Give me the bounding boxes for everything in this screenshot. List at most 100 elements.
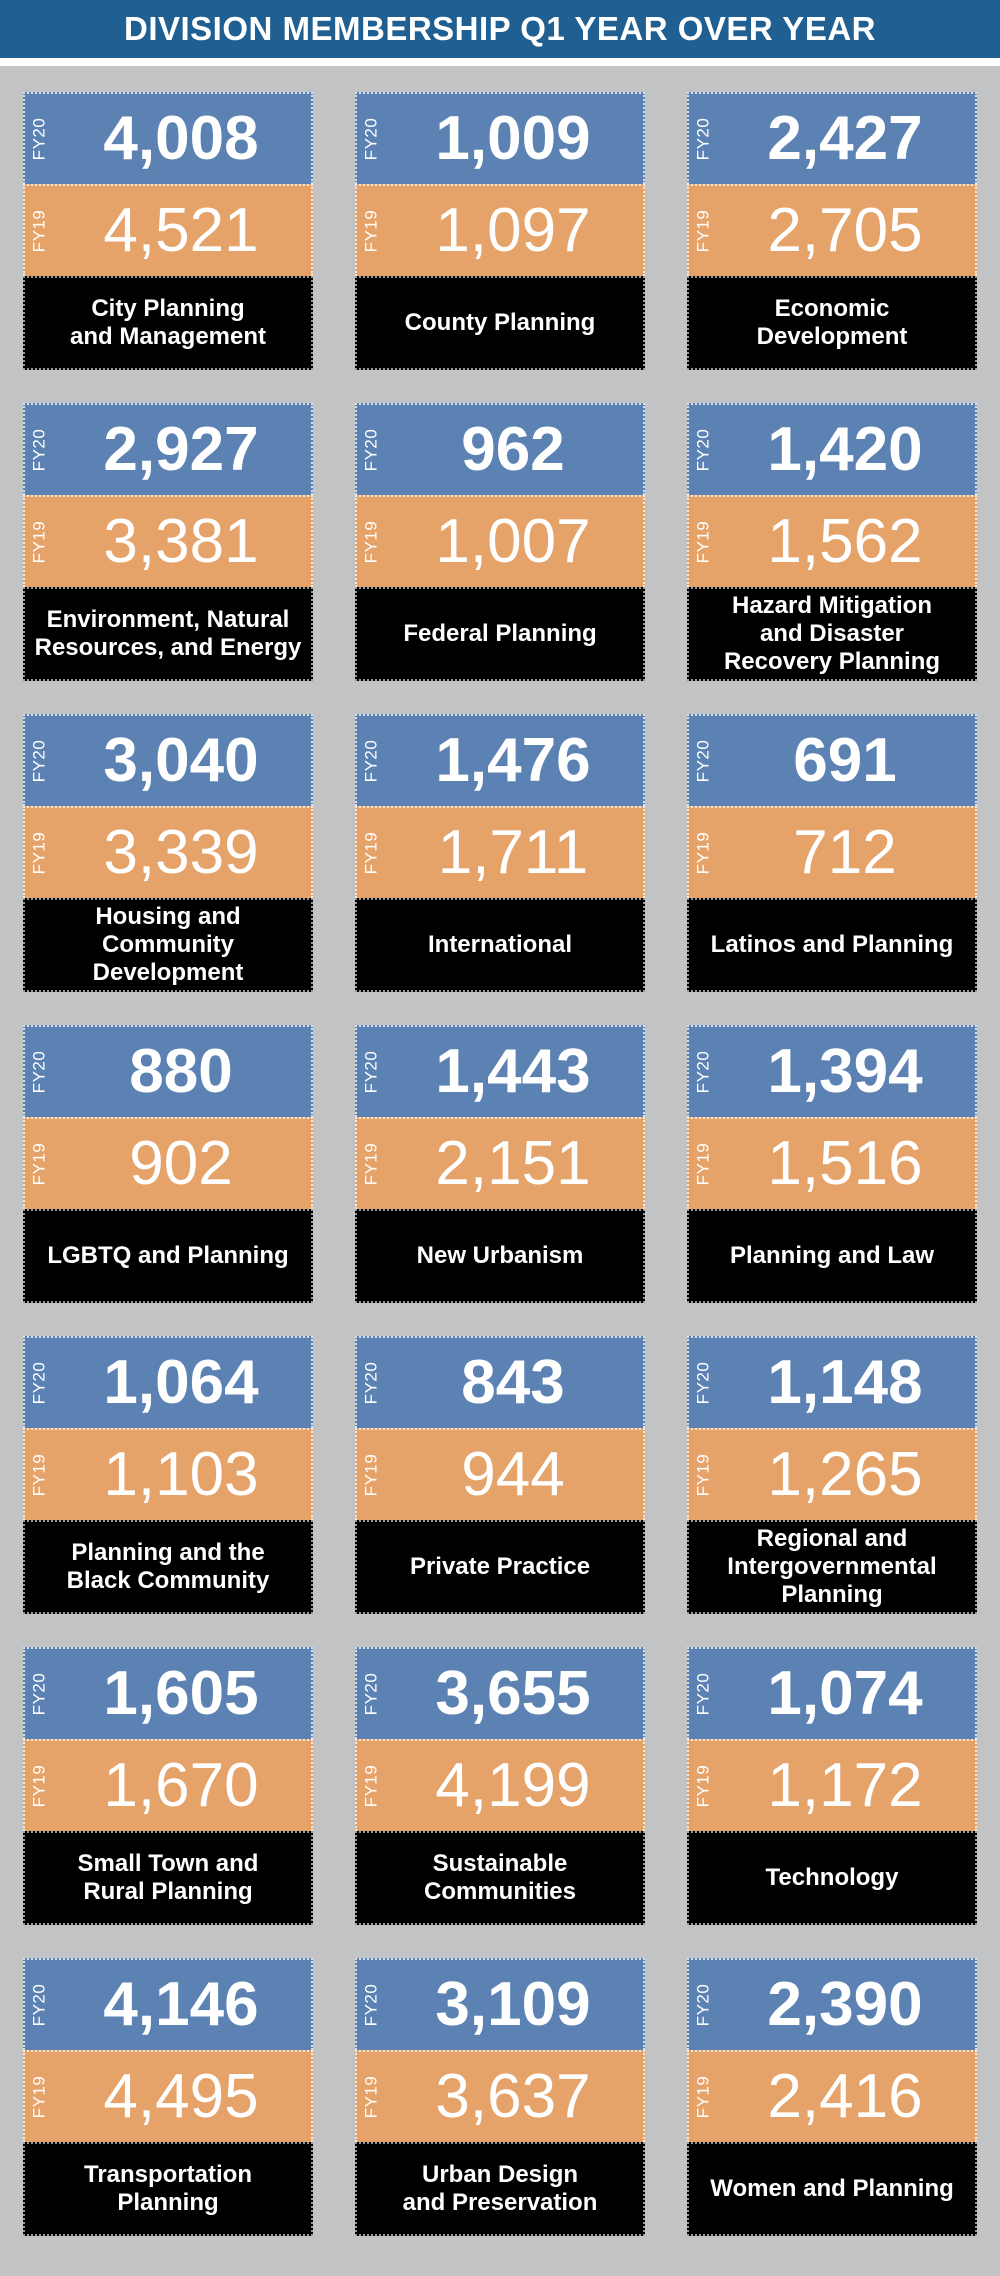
division-card: FY20 1,148 FY19 1,265 Regional and Inter… [687, 1336, 977, 1614]
fy20-row: FY20 1,009 [355, 92, 645, 184]
division-card: FY20 3,655 FY19 4,199 Sustainable Commun… [355, 1647, 645, 1925]
fy19-value: 4,495 [103, 2062, 259, 2131]
fy20-year-label: FY20 [361, 1361, 381, 1405]
fy20-year-label: FY20 [693, 1050, 713, 1094]
division-card: FY20 2,927 FY19 3,381 Environment, Natur… [23, 403, 313, 681]
fy19-row: FY19 1,172 [687, 1739, 977, 1831]
division-name: Environment, Natural Resources, and Ener… [23, 587, 313, 681]
division-card: FY20 3,109 FY19 3,637 Urban Design and P… [355, 1958, 645, 2236]
fy20-year-label: FY20 [361, 1050, 381, 1094]
fy20-row: FY20 1,605 [23, 1647, 313, 1739]
fy20-value: 880 [129, 1037, 233, 1106]
fy19-year-label: FY19 [693, 2075, 713, 2119]
fy19-row: FY19 712 [687, 806, 977, 898]
fy20-year-label: FY20 [29, 117, 49, 161]
fy20-year-label: FY20 [29, 1050, 49, 1094]
division-name: LGBTQ and Planning [23, 1209, 313, 1303]
fy19-year-label: FY19 [29, 831, 49, 875]
division-card: FY20 1,420 FY19 1,562 Hazard Mitigation … [687, 403, 977, 681]
fy20-year-label: FY20 [693, 117, 713, 161]
fy19-year-label: FY19 [361, 209, 381, 253]
division-name: Regional and Intergovernmental Planning [687, 1520, 977, 1614]
fy20-year-label: FY20 [693, 1672, 713, 1716]
fy20-year-label: FY20 [693, 428, 713, 472]
fy20-row: FY20 2,390 [687, 1958, 977, 2050]
division-name: Federal Planning [355, 587, 645, 681]
division-card: FY20 1,394 FY19 1,516 Planning and Law [687, 1025, 977, 1303]
fy20-year-label: FY20 [29, 739, 49, 783]
fy19-value: 1,103 [103, 1440, 259, 1509]
fy19-row: FY19 3,381 [23, 495, 313, 587]
fy19-value: 1,562 [767, 507, 923, 576]
fy20-value: 3,040 [103, 726, 259, 795]
division-card: FY20 1,605 FY19 1,670 Small Town and Rur… [23, 1647, 313, 1925]
fy20-row: FY20 962 [355, 403, 645, 495]
division-card: FY20 1,443 FY19 2,151 New Urbanism [355, 1025, 645, 1303]
fy20-row: FY20 1,420 [687, 403, 977, 495]
fy19-value: 1,711 [437, 818, 589, 887]
fy19-row: FY19 1,562 [687, 495, 977, 587]
division-name: Technology [687, 1831, 977, 1925]
fy19-value: 1,516 [767, 1129, 923, 1198]
fy19-year-label: FY19 [29, 520, 49, 564]
fy20-value: 1,394 [767, 1037, 923, 1106]
fy19-row: FY19 4,199 [355, 1739, 645, 1831]
division-name: Private Practice [355, 1520, 645, 1614]
division-card: FY20 4,146 FY19 4,495 Transportation Pla… [23, 1958, 313, 2236]
fy19-year-label: FY19 [361, 1764, 381, 1808]
fy20-row: FY20 880 [23, 1025, 313, 1117]
fy19-value: 1,172 [767, 1751, 923, 1820]
fy19-row: FY19 2,151 [355, 1117, 645, 1209]
fy19-row: FY19 3,339 [23, 806, 313, 898]
fy19-year-label: FY19 [361, 2075, 381, 2119]
fy19-year-label: FY19 [361, 1142, 381, 1186]
fy19-year-label: FY19 [361, 520, 381, 564]
fy19-row: FY19 2,705 [687, 184, 977, 276]
fy19-row: FY19 1,711 [355, 806, 645, 898]
fy20-row: FY20 1,394 [687, 1025, 977, 1117]
fy19-year-label: FY19 [29, 1142, 49, 1186]
fy20-row: FY20 3,655 [355, 1647, 645, 1739]
fy20-year-label: FY20 [361, 117, 381, 161]
fy19-row: FY19 1,007 [355, 495, 645, 587]
fy20-row: FY20 2,927 [23, 403, 313, 495]
division-name: Latinos and Planning [687, 898, 977, 992]
division-card: FY20 4,008 FY19 4,521 City Planning and … [23, 92, 313, 370]
fy19-year-label: FY19 [29, 2075, 49, 2119]
fy19-value: 712 [793, 818, 897, 887]
fy19-value: 1,097 [435, 196, 591, 265]
fy19-value: 2,705 [767, 196, 923, 265]
fy19-row: FY19 1,103 [23, 1428, 313, 1520]
fy20-row: FY20 1,074 [687, 1647, 977, 1739]
fy20-value: 3,109 [435, 1970, 591, 2039]
fy19-value: 1,670 [103, 1751, 259, 1820]
fy20-year-label: FY20 [361, 739, 381, 783]
division-grid: FY20 4,008 FY19 4,521 City Planning and … [23, 92, 977, 2256]
fy19-value: 1,265 [767, 1440, 923, 1509]
division-card: FY20 962 FY19 1,007 Federal Planning [355, 403, 645, 681]
fy19-row: FY19 4,521 [23, 184, 313, 276]
division-card: FY20 2,390 FY19 2,416 Women and Planning [687, 1958, 977, 2236]
division-name: Small Town and Rural Planning [23, 1831, 313, 1925]
fy19-year-label: FY19 [29, 1453, 49, 1497]
fy20-value: 1,148 [767, 1348, 923, 1417]
fy20-row: FY20 3,040 [23, 714, 313, 806]
fy19-value: 3,637 [435, 2062, 591, 2131]
fy20-row: FY20 1,148 [687, 1336, 977, 1428]
fy20-year-label: FY20 [29, 428, 49, 472]
fy20-value: 2,427 [767, 104, 923, 173]
fy19-value: 4,199 [435, 1751, 591, 1820]
fy20-value: 3,655 [435, 1659, 591, 1728]
division-card: FY20 1,074 FY19 1,172 Technology [687, 1647, 977, 1925]
fy19-row: FY19 1,097 [355, 184, 645, 276]
fy19-value: 2,151 [435, 1129, 591, 1198]
fy19-value: 3,339 [103, 818, 259, 887]
fy20-value: 2,927 [103, 415, 259, 484]
division-name: Economic Development [687, 276, 977, 370]
fy19-year-label: FY19 [29, 209, 49, 253]
division-card: FY20 691 FY19 712 Latinos and Planning [687, 714, 977, 992]
fy20-row: FY20 4,146 [23, 1958, 313, 2050]
fy20-year-label: FY20 [361, 1983, 381, 2027]
fy19-year-label: FY19 [29, 1764, 49, 1808]
fy20-value: 843 [461, 1348, 565, 1417]
